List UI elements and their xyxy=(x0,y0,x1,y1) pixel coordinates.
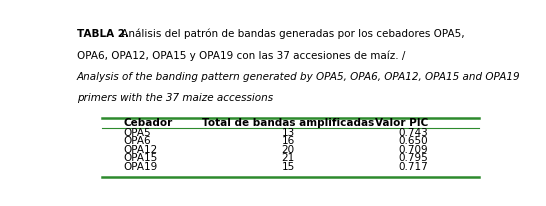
Text: TABLA 2.: TABLA 2. xyxy=(76,29,129,39)
Text: 0.709: 0.709 xyxy=(398,145,428,155)
Text: Total de bandas amplificadas: Total de bandas amplificadas xyxy=(202,118,375,128)
Text: 0.743: 0.743 xyxy=(398,128,428,138)
Text: OPA6: OPA6 xyxy=(123,136,151,146)
Text: OPA5: OPA5 xyxy=(123,128,151,138)
Text: 0.717: 0.717 xyxy=(398,162,428,172)
Text: 13: 13 xyxy=(282,128,295,138)
Text: 21: 21 xyxy=(282,153,295,163)
Text: Análisis del patrón de bandas generadas por los cebadores OPA5,: Análisis del patrón de bandas generadas … xyxy=(118,29,465,39)
Text: Cebador: Cebador xyxy=(123,118,173,128)
Text: OPA19: OPA19 xyxy=(123,162,157,172)
Text: 20: 20 xyxy=(282,145,295,155)
Text: 15: 15 xyxy=(282,162,295,172)
Text: 0.650: 0.650 xyxy=(398,136,428,146)
Text: OPA6, OPA12, OPA15 y OPA19 con las 37 accesiones de maíz. /: OPA6, OPA12, OPA15 y OPA19 con las 37 ac… xyxy=(76,50,405,61)
Text: Valor PIC: Valor PIC xyxy=(375,118,428,128)
Text: OPA15: OPA15 xyxy=(123,153,157,163)
Text: primers with the 37 maize accessions: primers with the 37 maize accessions xyxy=(76,93,273,103)
Text: 16: 16 xyxy=(282,136,295,146)
Text: OPA12: OPA12 xyxy=(123,145,157,155)
Text: 0.795: 0.795 xyxy=(398,153,428,163)
Text: Analysis of the banding pattern generated by OPA5, OPA6, OPA12, OPA15 and OPA19: Analysis of the banding pattern generate… xyxy=(76,71,520,82)
